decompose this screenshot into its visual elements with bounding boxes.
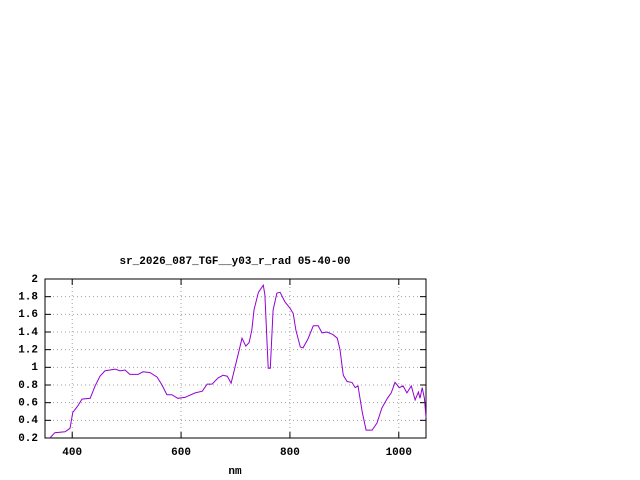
y-tick-label: 2 (31, 274, 38, 286)
y-tick-label: 1.8 (18, 292, 38, 304)
y-tick-label: 1.6 (18, 309, 38, 321)
chart-title: sr_2026_087_TGF__y03_r_rad 05-40-00 (119, 256, 350, 268)
plot-frame (44, 278, 427, 439)
x-tick-label: 1000 (386, 447, 412, 459)
y-tick-label: 0.8 (18, 380, 38, 392)
x-tick-label: 400 (62, 447, 82, 459)
x-tick-label: 600 (171, 447, 191, 459)
y-tick-label: 0.2 (18, 433, 38, 445)
x-tick-label: 800 (280, 447, 300, 459)
y-tick-label: 1.2 (18, 345, 38, 357)
data-line (49, 283, 427, 439)
y-tick-label: 0.4 (18, 415, 38, 427)
x-axis-label: nm (228, 466, 242, 478)
y-tick-label: 1 (31, 362, 38, 374)
y-tick-label: 0.6 (18, 398, 38, 410)
y-tick-label: 1.4 (18, 327, 38, 339)
